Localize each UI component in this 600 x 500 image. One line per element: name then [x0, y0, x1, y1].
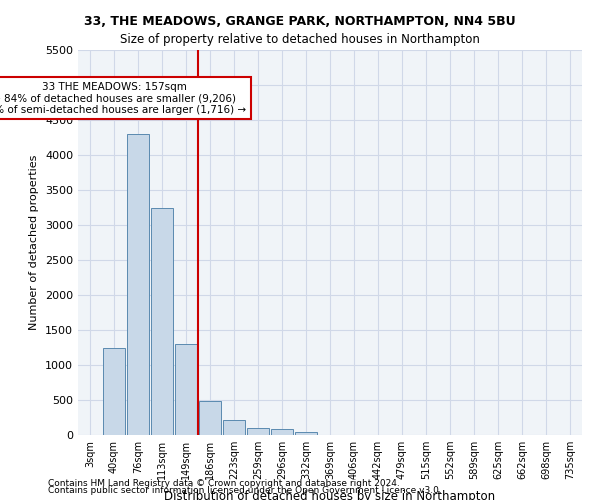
Y-axis label: Number of detached properties: Number of detached properties [29, 155, 40, 330]
Text: Contains public sector information licensed under the Open Government Licence v3: Contains public sector information licen… [48, 486, 442, 495]
Text: Contains HM Land Registry data © Crown copyright and database right 2024.: Contains HM Land Registry data © Crown c… [48, 478, 400, 488]
Text: 33, THE MEADOWS, GRANGE PARK, NORTHAMPTON, NN4 5BU: 33, THE MEADOWS, GRANGE PARK, NORTHAMPTO… [84, 15, 516, 28]
X-axis label: Distribution of detached houses by size in Northampton: Distribution of detached houses by size … [164, 490, 496, 500]
Text: Size of property relative to detached houses in Northampton: Size of property relative to detached ho… [120, 32, 480, 46]
Bar [151, 208, 173, 435]
Bar [127, 134, 149, 435]
Text: 33 THE MEADOWS: 157sqm
← 84% of detached houses are smaller (9,206)
16% of semi-: 33 THE MEADOWS: 157sqm ← 84% of detached… [0, 82, 247, 114]
Bar [247, 428, 269, 435]
Bar [199, 402, 221, 435]
Bar [175, 344, 197, 435]
Bar [271, 430, 293, 435]
Bar [223, 420, 245, 435]
Bar [103, 348, 125, 435]
Bar [295, 432, 317, 435]
